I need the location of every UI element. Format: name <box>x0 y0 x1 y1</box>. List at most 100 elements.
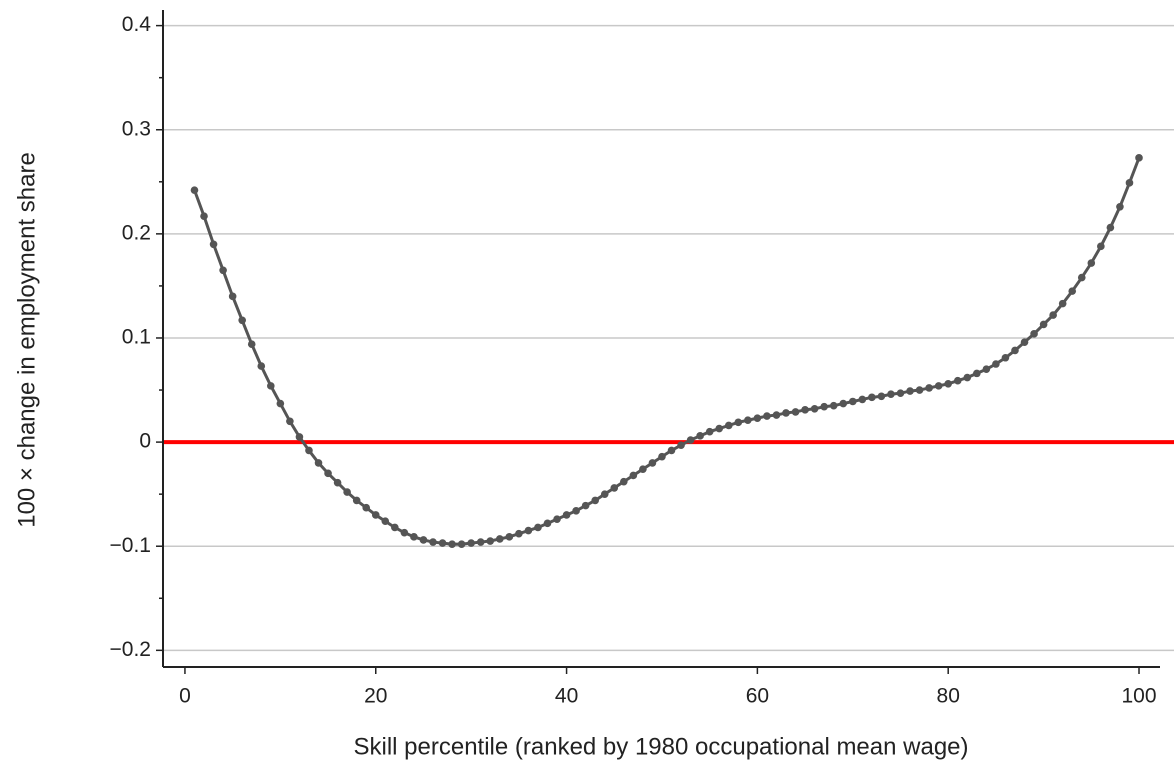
data-point <box>715 424 724 433</box>
data-point <box>324 469 332 478</box>
data-point <box>934 382 943 390</box>
data-point <box>543 519 552 528</box>
data-point <box>371 511 380 519</box>
data-point <box>505 533 514 541</box>
x-tick-label: 0 <box>179 685 191 708</box>
data-point <box>219 266 227 275</box>
y-tick-label: −0.2 <box>110 638 151 661</box>
data-point <box>1011 346 1019 355</box>
y-tick-label: 0.3 <box>122 117 151 140</box>
data-point <box>877 392 886 401</box>
y-tick-label: 0 <box>139 430 151 453</box>
data-point <box>391 523 399 532</box>
data-point <box>438 539 447 547</box>
data-point <box>352 496 361 505</box>
data-point <box>629 471 638 480</box>
data-point <box>410 533 418 541</box>
y-tick-label: 0.1 <box>122 326 151 349</box>
data-point <box>314 459 323 467</box>
data-point <box>476 538 485 546</box>
data-point <box>572 507 580 515</box>
data-point <box>782 409 790 417</box>
data-point <box>705 427 714 436</box>
data-point <box>1077 273 1086 282</box>
data-point <box>791 408 800 416</box>
data-point <box>801 406 809 414</box>
data-point <box>495 535 504 543</box>
data-point <box>448 540 456 548</box>
data-point <box>839 399 848 408</box>
data-point <box>620 477 628 486</box>
x-tick-label: 80 <box>937 685 960 708</box>
data-point <box>209 240 218 249</box>
data-point <box>1039 320 1048 329</box>
data-point <box>686 436 695 444</box>
data-point <box>238 316 246 325</box>
data-point <box>247 340 256 349</box>
x-tick-label: 40 <box>555 685 578 708</box>
data-point <box>467 539 475 547</box>
data-point <box>553 515 561 523</box>
data-point <box>953 376 962 385</box>
data-point <box>1087 259 1096 267</box>
data-point <box>610 484 619 492</box>
data-point <box>600 490 609 498</box>
data-point <box>581 501 590 510</box>
data-point <box>925 384 933 392</box>
y-tick-label: −0.1 <box>110 534 151 557</box>
data-point <box>515 529 523 538</box>
data-point <box>810 404 819 413</box>
data-point <box>944 379 952 388</box>
y-tick-label: 0.2 <box>122 221 151 244</box>
data-point <box>1135 154 1143 162</box>
data-point <box>868 393 876 402</box>
data-point <box>887 390 895 399</box>
data-point <box>190 186 199 194</box>
data-point <box>343 488 351 496</box>
data-point <box>763 412 771 420</box>
data-point <box>1001 353 1010 362</box>
data-point <box>295 433 304 441</box>
data-point <box>1116 202 1124 211</box>
data-point <box>457 540 466 548</box>
data-point <box>772 411 781 419</box>
data-point <box>486 537 495 545</box>
data-point <box>1030 330 1038 338</box>
data-point <box>381 517 390 526</box>
y-axis-label: 100 × change in employment share <box>13 152 40 528</box>
data-point <box>906 387 914 395</box>
data-point <box>1058 299 1067 308</box>
x-tick-label: 20 <box>364 685 387 708</box>
data-point <box>1020 338 1029 346</box>
y-tick-label: 0.4 <box>122 13 152 36</box>
data-point <box>724 421 733 430</box>
x-tick-label: 60 <box>746 685 769 708</box>
data-point <box>591 496 599 505</box>
data-point <box>1106 223 1115 232</box>
x-tick-label: 100 <box>1121 685 1156 708</box>
data-point <box>400 528 409 537</box>
data-point <box>896 389 905 397</box>
data-point <box>1125 179 1134 187</box>
data-point <box>1068 287 1077 295</box>
data-point <box>829 401 838 410</box>
data-point <box>753 414 762 422</box>
data-point <box>419 536 428 544</box>
data-point <box>362 503 371 512</box>
data-point <box>858 395 867 404</box>
data-point <box>744 416 752 425</box>
data-line <box>193 157 1141 546</box>
data-point <box>848 397 857 406</box>
data-point <box>276 399 285 408</box>
data-point <box>963 373 972 382</box>
data-point <box>286 417 294 426</box>
data-point <box>982 365 991 374</box>
data-point <box>1049 311 1057 319</box>
x-axis-label: Skill percentile (ranked by 1980 occupat… <box>353 733 968 760</box>
data-point <box>267 382 275 390</box>
data-point <box>677 441 685 450</box>
data-point <box>696 432 704 440</box>
data-point <box>562 511 571 519</box>
data-point <box>524 526 533 535</box>
